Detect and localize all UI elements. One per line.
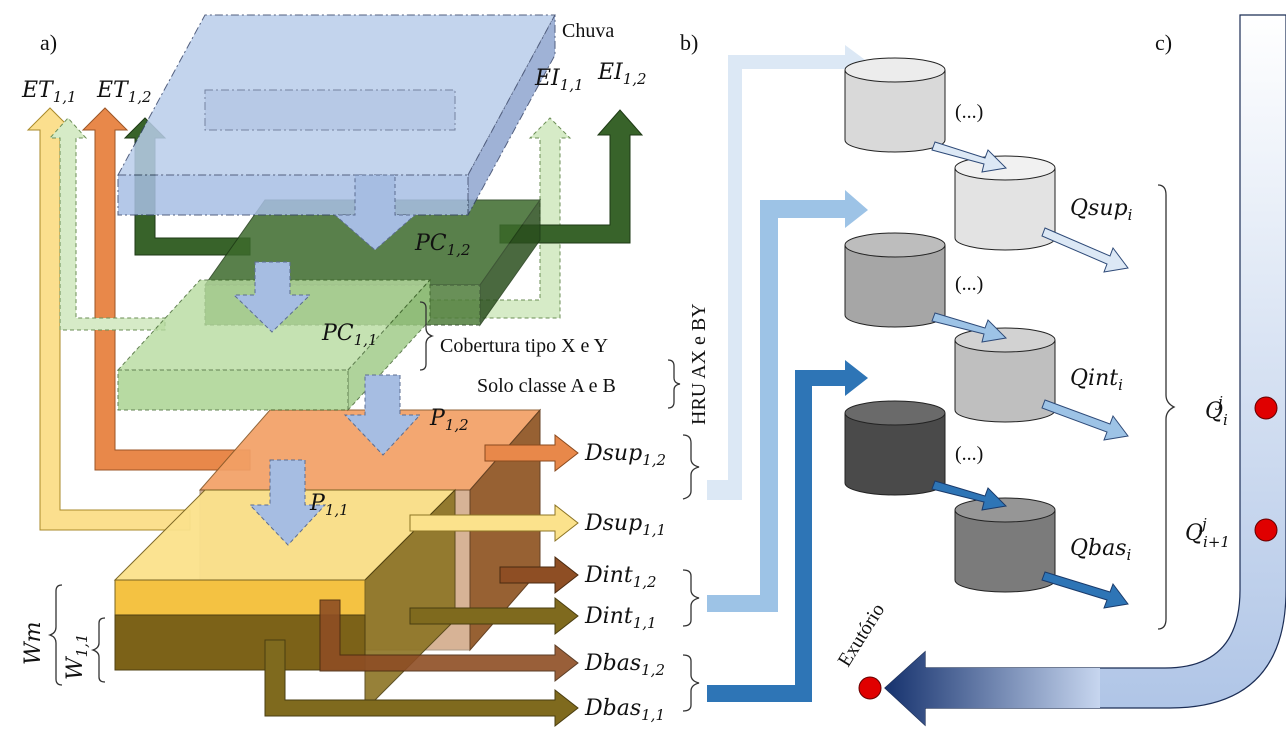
qsup-label: Qsupi xyxy=(1070,196,1133,224)
reservoir-base-upper xyxy=(844,400,946,496)
qint-label: Qinti xyxy=(1070,366,1123,394)
dsup-1-1-arrow xyxy=(409,503,579,543)
et-1-2-arrow xyxy=(81,107,251,471)
q-i-point xyxy=(1254,396,1278,420)
ellipsis-base: (...) xyxy=(955,443,983,465)
panel-label-b: b) xyxy=(680,30,698,55)
outlet-label: Exutório xyxy=(834,600,890,671)
reservoir-surface-upper xyxy=(844,57,946,153)
dbas-1-2-arrow xyxy=(319,599,579,683)
wm-label: Wm xyxy=(21,622,46,665)
surface-transfer-arrow xyxy=(931,141,1008,173)
p-1-1-label: P1,1 xyxy=(309,491,349,519)
dsup-1-2-arrow xyxy=(484,433,579,473)
q-i-label: Qij xyxy=(1205,393,1228,429)
q-brace xyxy=(1157,184,1176,630)
channel-arrow xyxy=(884,14,1286,727)
dbas-brace xyxy=(682,654,700,712)
ellipsis-surface: (...) xyxy=(955,101,983,123)
w-1-1-label: W1,1 xyxy=(63,634,91,680)
reservoir-interflow-lower xyxy=(954,327,1056,423)
reservoir-surface-lower xyxy=(954,155,1056,251)
w-brace xyxy=(90,617,106,683)
qbas-label: Qbasi xyxy=(1070,536,1132,564)
dint-1-1-arrow xyxy=(409,596,579,636)
qsup-arrow xyxy=(1041,227,1129,273)
rain-label: Chuva xyxy=(562,20,614,42)
cover-brace xyxy=(419,301,435,371)
panel-label-c: c) xyxy=(1155,30,1172,55)
dsup-brace xyxy=(682,434,700,500)
ellipsis-interflow: (...) xyxy=(955,273,983,295)
dint-1-2-arrow xyxy=(499,555,579,595)
dint-brace xyxy=(682,569,700,627)
qbas-arrow xyxy=(1041,571,1129,609)
dint-1-1-label: Dint1,1 xyxy=(584,604,657,632)
hru-label: HRU AX e BY xyxy=(688,303,710,425)
ei-1-2-label: EI1,2 xyxy=(597,60,647,88)
route-surface-arrow xyxy=(707,45,868,500)
interflow-transfer-arrow xyxy=(931,312,1008,343)
wm-brace xyxy=(47,584,63,686)
q-i1-label: Qi+1j xyxy=(1185,515,1230,551)
dint-1-2-label: Dint1,2 xyxy=(584,563,657,591)
dsup-1-1-label: Dsup1,1 xyxy=(584,511,666,539)
et-1-2-label: ET1,2 xyxy=(96,78,152,106)
reservoir-interflow-upper xyxy=(844,232,946,328)
q-i1-point xyxy=(1254,518,1278,542)
ei-1-1-label: EI1,1 xyxy=(534,66,584,94)
pc-1-1-down-arrow xyxy=(232,261,312,333)
dbas-1-2-label: Dbas1,2 xyxy=(584,651,665,679)
dsup-1-2-label: Dsup1,2 xyxy=(584,441,666,469)
ei-1-1-arrow-left xyxy=(48,117,166,331)
reservoir-base-lower xyxy=(954,497,1056,593)
base-transfer-arrow xyxy=(931,480,1008,511)
qint-arrow xyxy=(1041,399,1129,441)
panel-label-a: a) xyxy=(40,30,57,55)
cover-type-label: Cobertura tipo X e Y xyxy=(440,335,608,357)
p-1-2-down-arrow xyxy=(343,374,422,456)
rain-block xyxy=(117,14,556,216)
pc-1-2-label: PC1,2 xyxy=(414,231,471,259)
et-1-1-label: ET1,1 xyxy=(21,78,77,106)
et-1-1-arrow xyxy=(26,107,191,531)
p-1-1-down-arrow xyxy=(248,459,327,546)
p-1-2-label: P1,2 xyxy=(429,406,469,434)
pc-1-2-down-arrow xyxy=(333,174,417,251)
outlet-point xyxy=(858,676,882,700)
dbas-1-1-label: Dbas1,1 xyxy=(584,696,665,724)
soil-brace xyxy=(667,359,681,409)
pc-1-1-label: PC1,1 xyxy=(321,321,378,349)
soil-class-label: Solo classe A e B xyxy=(477,375,616,397)
dbas-1-1-arrow xyxy=(264,639,579,728)
